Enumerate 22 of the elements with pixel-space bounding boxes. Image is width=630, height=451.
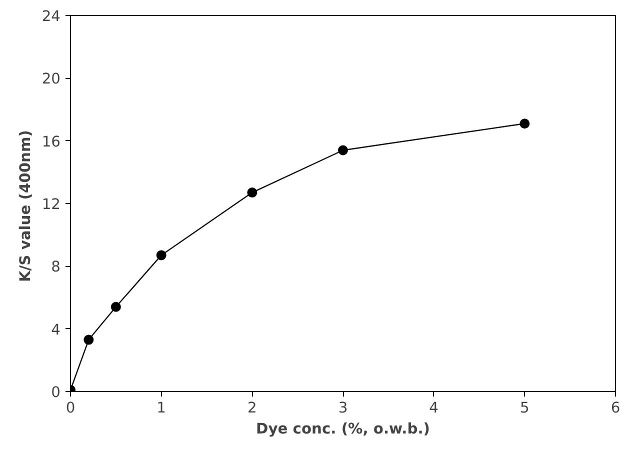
y-tick-label: 24	[42, 8, 61, 25]
x-tick-label: 5	[520, 400, 530, 416]
y-tick-label: 4	[51, 321, 61, 338]
y-tick-label: 20	[42, 70, 61, 88]
point	[110, 302, 121, 312]
point	[520, 118, 530, 129]
x-tick-label: 6	[610, 400, 620, 416]
y-tick-label: 8	[51, 258, 61, 276]
y-tick-label: 16	[42, 133, 61, 150]
x-tick-label: 4	[429, 400, 438, 416]
x-tick-label: 0	[66, 400, 76, 416]
x-axis-title: Dye conc. (%, o.w.b.)	[256, 420, 430, 438]
y-tick-label: 0	[51, 384, 61, 401]
x-tick-label: 1	[156, 400, 166, 416]
point	[338, 145, 348, 156]
point	[247, 188, 258, 198]
y-tick-label: 12	[42, 196, 61, 213]
x-tick-label: 3	[338, 400, 348, 416]
point	[84, 334, 94, 345]
point	[156, 250, 166, 260]
x-tick-label: 2	[248, 400, 257, 416]
y-axis-title: K/S value (400nm)	[16, 130, 34, 282]
